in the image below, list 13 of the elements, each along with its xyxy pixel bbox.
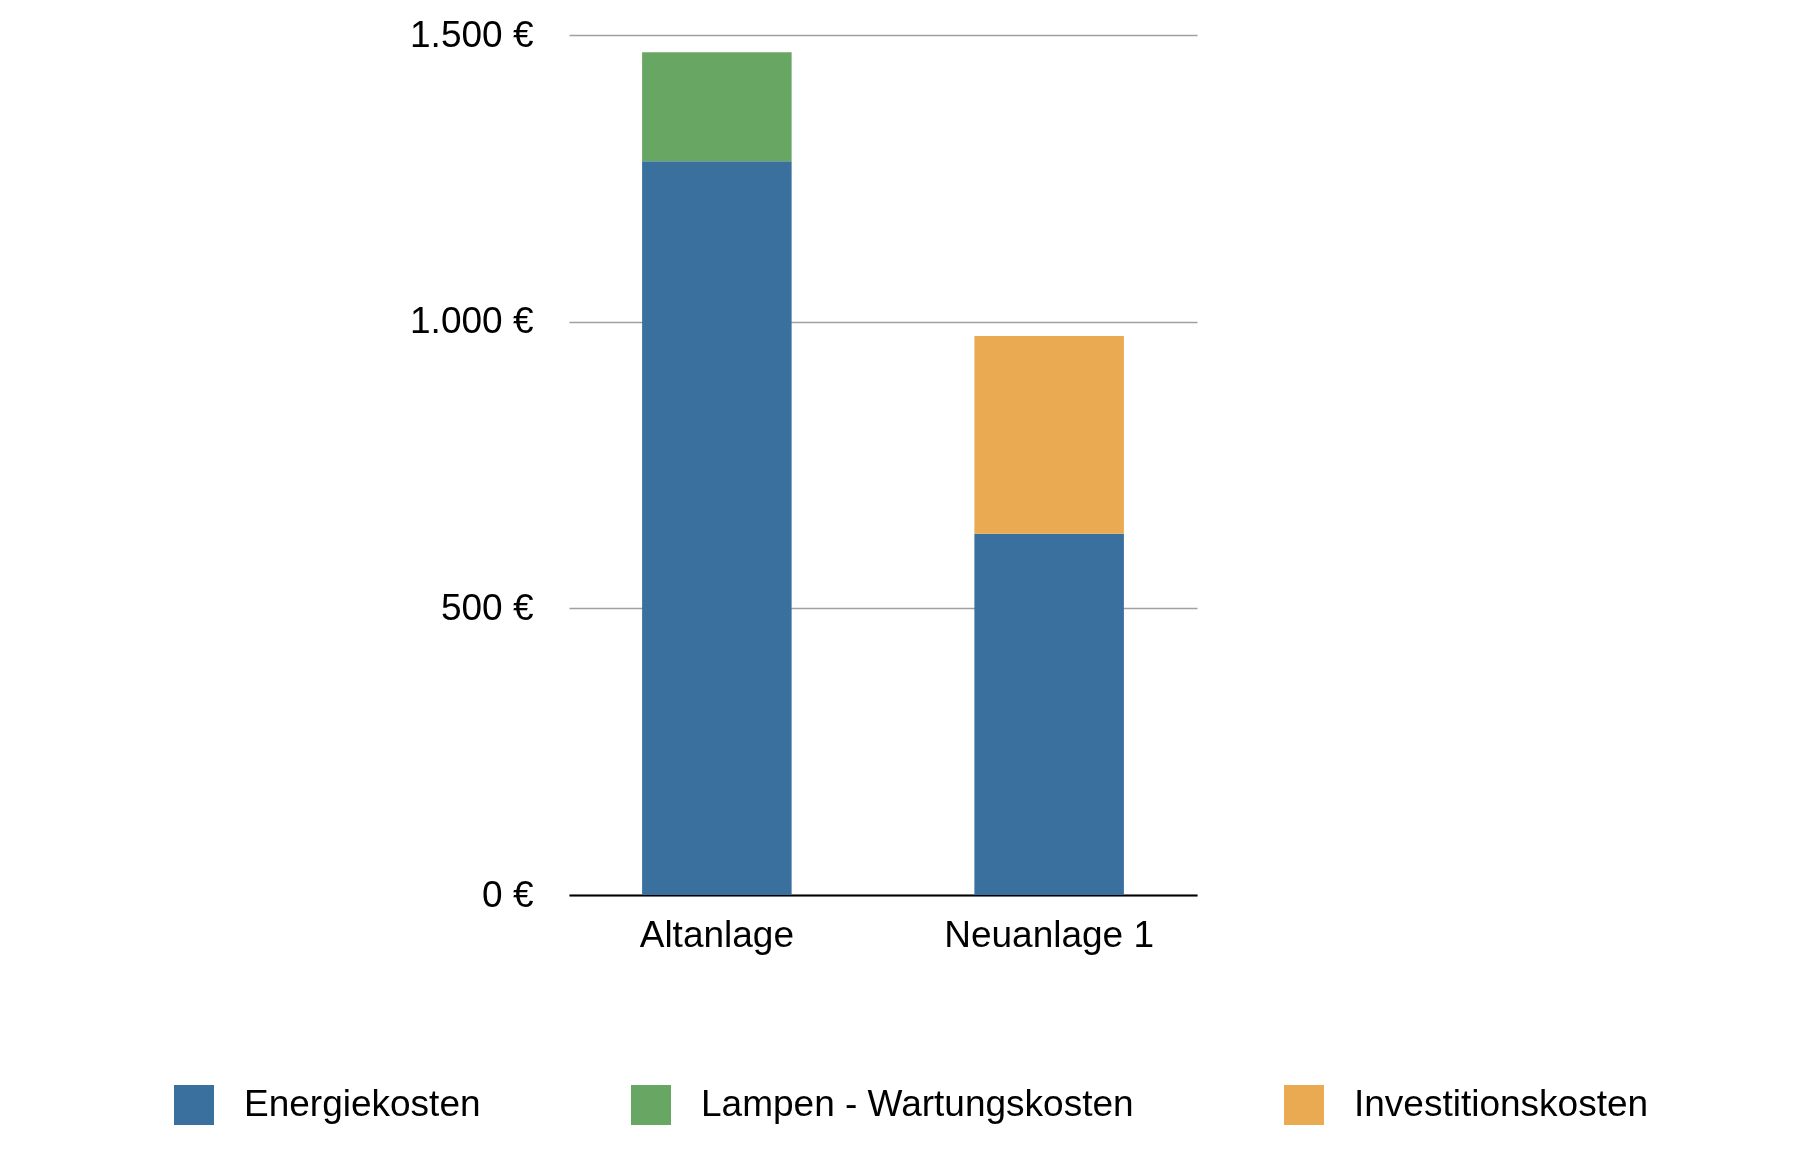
bar [974, 336, 1124, 534]
bar [642, 52, 792, 162]
bar [642, 161, 792, 895]
y-tick-label: 500 € [440, 586, 534, 628]
bar [974, 533, 1124, 895]
y-tick-label: 0 € [482, 873, 534, 915]
legend-label: Energiekosten [244, 1083, 481, 1124]
legend-label: Investitionskosten [1354, 1083, 1649, 1124]
x-tick-label: Neuanlage 1 [944, 913, 1155, 955]
legend-label: Lampen - Wartungskosten [701, 1083, 1134, 1124]
y-tick-label: 1.000 € [410, 300, 534, 342]
y-tick-label: 1.500 € [410, 13, 534, 55]
x-tick-label: Altanlage [639, 913, 795, 955]
